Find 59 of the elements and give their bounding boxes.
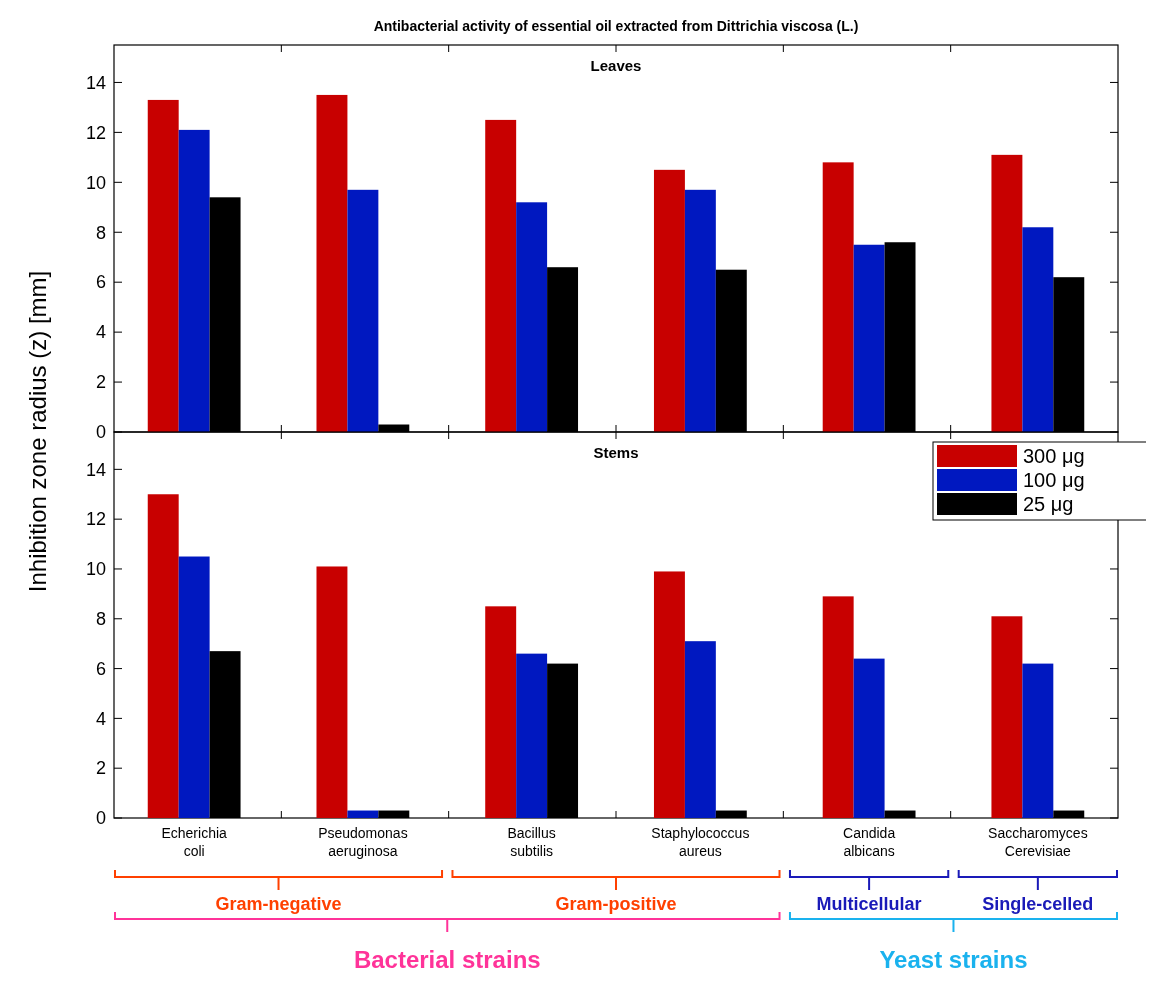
text: Yeast strains — [879, 946, 1028, 973]
bar — [347, 810, 379, 818]
bar — [485, 606, 517, 818]
y-tick-label: 14 — [85, 459, 106, 480]
y-axis-title: Inhibition zone radius (z) [mm] — [24, 270, 51, 593]
x-tick-label: Saccharomyces Cerevisiae — [988, 825, 1088, 859]
bar — [853, 244, 885, 432]
text: Single-celled — [982, 894, 1094, 914]
y-tick-label: 0 — [95, 808, 106, 829]
chart-title: Antibacterial activity of essential oil extracted from Dittrichia viscosa (L.) — [373, 18, 859, 34]
bar — [347, 189, 379, 432]
text: Gram-negative — [215, 894, 342, 914]
y-tick-label: 12 — [85, 122, 106, 143]
text: Bacterial strains — [353, 946, 541, 973]
bar — [853, 658, 885, 818]
bar — [1022, 663, 1054, 818]
y-tick-label: 10 — [85, 559, 106, 580]
y-tick-label: 12 — [85, 509, 106, 530]
x-tick-label: Staphylococcus aureus — [651, 825, 750, 859]
y-tick-label: 2 — [95, 372, 106, 393]
text: Leaves — [590, 57, 642, 74]
y-tick-label: 8 — [95, 222, 106, 243]
bar — [684, 189, 716, 432]
bar — [991, 616, 1023, 818]
bar — [822, 162, 854, 432]
y-tick-label: 0 — [95, 422, 106, 443]
bar — [316, 566, 348, 818]
text: Stems — [593, 444, 639, 461]
y-tick-label: 4 — [95, 322, 106, 343]
bar — [653, 169, 685, 432]
text: Multicellular — [816, 894, 922, 914]
bar — [147, 494, 179, 818]
bar — [516, 202, 548, 432]
y-tick-label: 14 — [85, 72, 106, 93]
bar — [147, 99, 179, 432]
bar — [485, 119, 517, 432]
y-tick-label: 10 — [85, 172, 106, 193]
x-tick-label: Echerichia coli — [161, 825, 228, 859]
bar — [178, 556, 210, 818]
bar — [316, 94, 348, 432]
y-tick-label: 4 — [95, 708, 106, 729]
x-tick-label: Candida albicans — [843, 825, 896, 859]
legend-label: 300 μg — [1023, 445, 1085, 467]
x-tick-label: Pseudomonas aeruginosa — [318, 825, 408, 859]
bar — [822, 596, 854, 818]
legend-label: 25 μg — [1023, 493, 1074, 515]
bar — [1022, 227, 1054, 432]
y-tick-label: 2 — [95, 758, 106, 779]
x-tick-label: Bacillus subtilis — [507, 825, 556, 859]
text: Gram-positive — [555, 894, 677, 914]
y-tick-label: 6 — [95, 272, 106, 293]
bar — [178, 129, 210, 432]
y-tick-label: 6 — [95, 658, 106, 679]
y-tick-label: 8 — [95, 609, 106, 630]
bar — [684, 641, 716, 818]
bar — [991, 154, 1023, 432]
bar — [653, 571, 685, 818]
legend-label: 100 μg — [1023, 469, 1085, 491]
bar — [516, 653, 548, 818]
